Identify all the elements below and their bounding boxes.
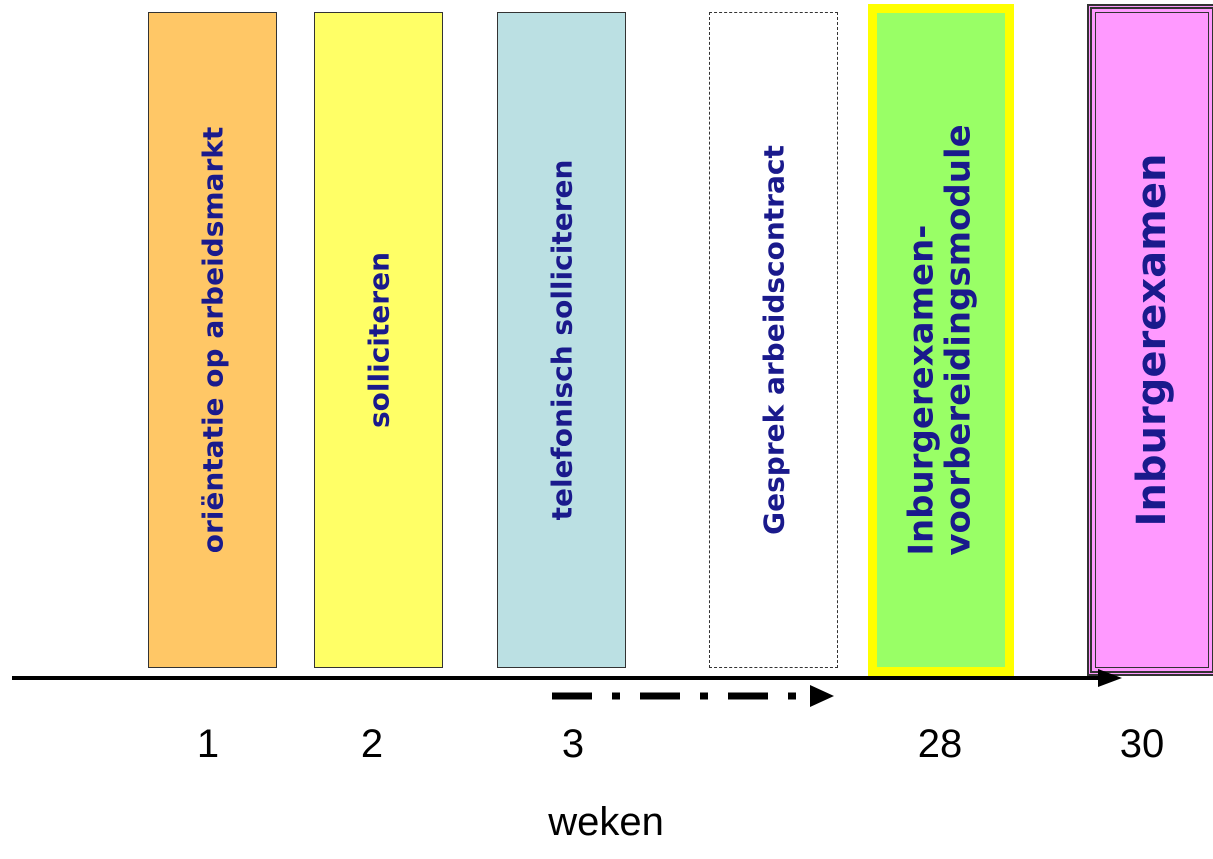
axis-title: weken: [548, 800, 664, 845]
tick-label-week-2: 2: [361, 722, 383, 767]
timeline-arrowhead: [1098, 669, 1122, 687]
tick-label-week-1: 1: [197, 722, 219, 767]
tick-label-week-3: 3: [562, 722, 584, 767]
tick-label-week-28: 28: [918, 722, 963, 767]
dashed-arrowhead: [810, 685, 834, 707]
tick-label-week-30: 30: [1120, 722, 1165, 767]
